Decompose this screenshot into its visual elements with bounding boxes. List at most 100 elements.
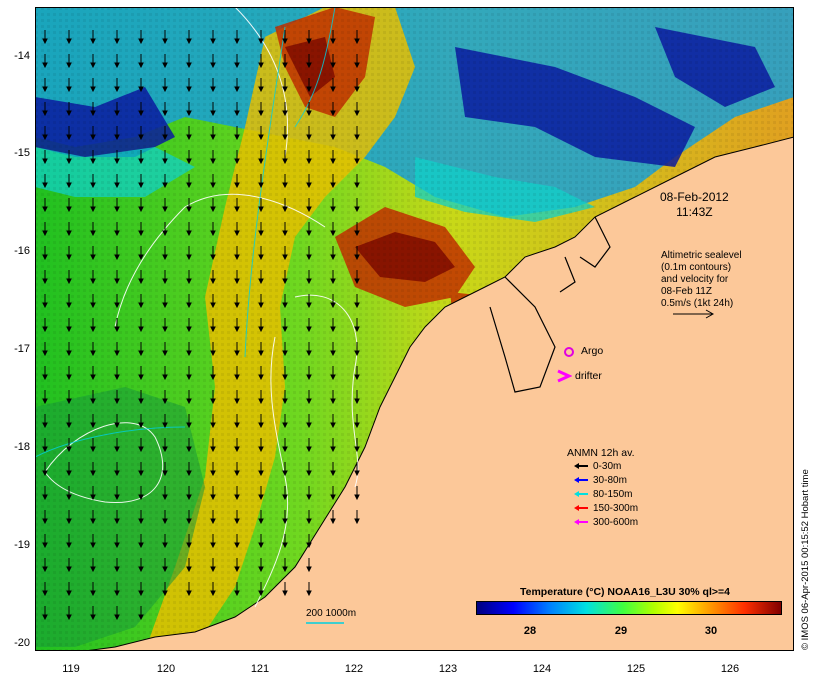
colorbar-tick: 29 xyxy=(614,625,628,637)
legend-arrow-icon xyxy=(574,505,588,511)
velocity-arrow-head xyxy=(258,542,264,549)
velocity-arrow-head xyxy=(162,590,168,597)
velocity-arrow-head xyxy=(114,566,120,573)
velocity-arrows xyxy=(42,30,360,621)
velocity-arrow-head xyxy=(306,326,312,333)
velocity-arrow-head xyxy=(330,134,336,141)
velocity-arrow-head xyxy=(66,590,72,597)
velocity-arrow-head xyxy=(90,302,96,309)
velocity-arrow-head xyxy=(210,398,216,405)
velocity-arrow-head xyxy=(306,566,312,573)
land-mass xyxy=(84,136,794,651)
velocity-arrow-head xyxy=(282,470,288,477)
velocity-arrow-head xyxy=(210,518,216,525)
velocity-arrow-head xyxy=(66,470,72,477)
velocity-arrow-head xyxy=(186,38,192,45)
velocity-arrow-head xyxy=(162,374,168,381)
velocity-arrow-head xyxy=(234,206,240,213)
velocity-arrow-head xyxy=(42,518,48,525)
velocity-arrow-head xyxy=(282,398,288,405)
velocity-arrow-head xyxy=(138,614,144,621)
velocity-arrow-head xyxy=(42,374,48,381)
velocity-arrow-head xyxy=(306,518,312,525)
legend-item: 300-600m xyxy=(573,515,638,529)
velocity-arrow-head xyxy=(234,494,240,501)
velocity-arrow-head xyxy=(210,374,216,381)
velocity-arrow-head xyxy=(306,38,312,45)
velocity-arrow-head xyxy=(114,182,120,189)
velocity-arrow-head xyxy=(162,62,168,69)
velocity-arrow-head xyxy=(330,470,336,477)
velocity-arrow-head xyxy=(66,134,72,141)
velocity-arrow-head xyxy=(186,470,192,477)
velocity-arrow-head xyxy=(114,518,120,525)
velocity-arrow-head xyxy=(162,566,168,573)
velocity-arrow-head xyxy=(114,86,120,93)
velocity-arrow-head xyxy=(90,86,96,93)
velocity-arrow-head xyxy=(90,470,96,477)
velocity-arrow-head xyxy=(354,422,360,429)
altimetry-line: 08-Feb 11Z xyxy=(661,286,712,297)
velocity-arrow-head xyxy=(258,182,264,189)
x-tick-label: 125 xyxy=(626,663,646,675)
velocity-arrow-head xyxy=(90,134,96,141)
velocity-arrow-head xyxy=(66,566,72,573)
velocity-arrow-head xyxy=(66,350,72,357)
velocity-arrow-head xyxy=(258,566,264,573)
velocity-arrow-head xyxy=(210,62,216,69)
velocity-arrow-head xyxy=(258,62,264,69)
velocity-arrow-head xyxy=(138,518,144,525)
velocity-arrow-head xyxy=(42,182,48,189)
velocity-arrow-head xyxy=(210,470,216,477)
legend-label: 30-80m xyxy=(593,474,627,486)
velocity-arrow-head xyxy=(114,326,120,333)
velocity-arrow-head xyxy=(330,62,336,69)
velocity-arrow-head xyxy=(90,494,96,501)
velocity-arrow-head xyxy=(162,86,168,93)
velocity-arrow-head xyxy=(90,614,96,621)
velocity-arrow-head xyxy=(114,254,120,261)
velocity-arrow-head xyxy=(234,590,240,597)
velocity-arrow-head xyxy=(162,470,168,477)
velocity-arrow-head xyxy=(90,326,96,333)
velocity-arrow-head xyxy=(330,254,336,261)
velocity-arrow-head xyxy=(234,566,240,573)
legend-arrow-icon xyxy=(574,463,588,469)
velocity-arrow-head xyxy=(114,230,120,237)
bathymetry-contours xyxy=(35,7,336,458)
velocity-arrow-head xyxy=(162,350,168,357)
legend-item: 150-300m xyxy=(573,501,638,515)
legend-item: 0-30m xyxy=(573,459,621,473)
velocity-arrow-head xyxy=(282,422,288,429)
velocity-arrow-head xyxy=(42,302,48,309)
velocity-arrow-head xyxy=(306,206,312,213)
velocity-arrow-head xyxy=(186,230,192,237)
velocity-arrow-head xyxy=(90,422,96,429)
velocity-arrow-head xyxy=(66,542,72,549)
legend-label: 300-600m xyxy=(593,516,639,528)
velocity-arrow-head xyxy=(90,350,96,357)
velocity-arrow-head xyxy=(330,158,336,165)
velocity-arrow-head xyxy=(162,278,168,285)
velocity-arrow-head xyxy=(42,326,48,333)
velocity-arrow-head xyxy=(66,446,72,453)
velocity-arrow-head xyxy=(162,422,168,429)
velocity-arrow-head xyxy=(42,110,48,117)
altimetry-line: (0.1m contours) xyxy=(661,262,732,273)
velocity-arrow-head xyxy=(258,38,264,45)
velocity-arrow-head xyxy=(258,326,264,333)
drifter-label: drifter xyxy=(575,370,602,382)
velocity-arrow-head xyxy=(42,254,48,261)
velocity-arrow-head xyxy=(90,542,96,549)
velocity-arrow-head xyxy=(186,566,192,573)
velocity-arrow-head xyxy=(354,446,360,453)
legend-arrow-icon xyxy=(574,519,588,525)
velocity-arrow-head xyxy=(90,590,96,597)
velocity-arrow-head xyxy=(186,590,192,597)
velocity-arrow-head xyxy=(306,494,312,501)
velocity-arrow-head xyxy=(282,62,288,69)
velocity-arrow-head xyxy=(282,542,288,549)
velocity-arrow-head xyxy=(282,566,288,573)
velocity-arrow-head xyxy=(186,182,192,189)
velocity-arrow-head xyxy=(114,38,120,45)
